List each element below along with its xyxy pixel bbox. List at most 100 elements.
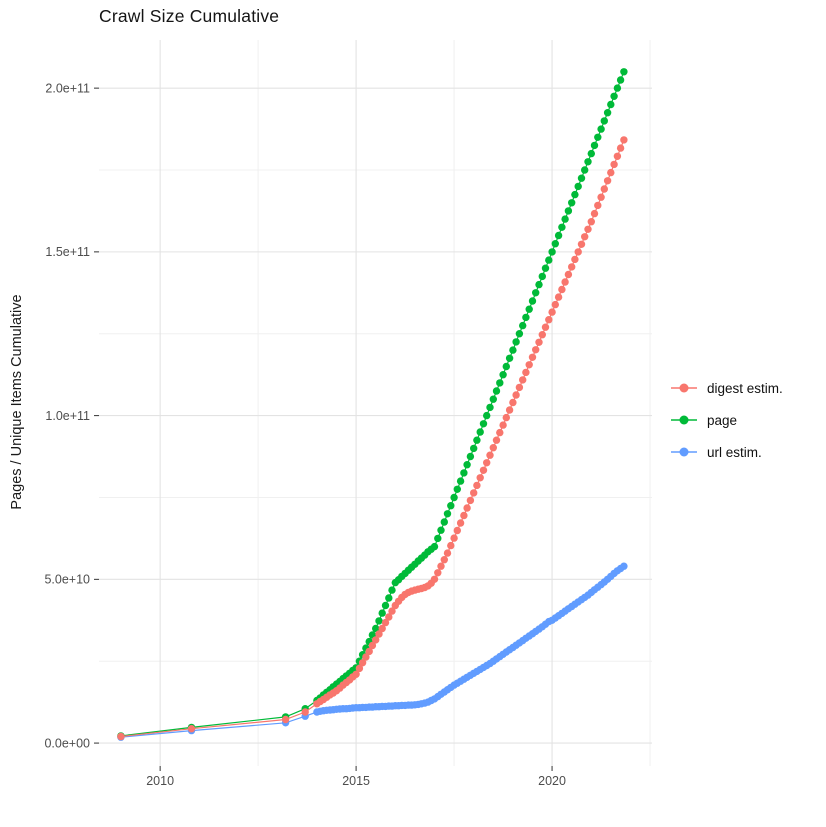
data-point	[532, 346, 540, 354]
data-point	[385, 613, 393, 621]
data-point	[450, 493, 458, 502]
data-point	[541, 323, 550, 331]
legend-item-label: digest estim.	[707, 380, 783, 396]
data-point	[453, 485, 461, 493]
x-tick-label: 2010	[146, 774, 174, 788]
data-point	[505, 354, 514, 362]
data-point	[587, 218, 595, 226]
data-point	[463, 504, 471, 512]
data-point	[551, 240, 559, 248]
data-point	[372, 624, 380, 633]
data-point	[571, 190, 579, 199]
data-point	[594, 133, 602, 141]
legend-item: url estim.	[671, 440, 783, 464]
chart-title: Crawl Size Cumulative	[99, 6, 280, 26]
data-point	[476, 428, 484, 436]
data-point	[460, 469, 468, 477]
data-point	[584, 158, 592, 166]
data-point	[607, 100, 615, 109]
data-point	[558, 223, 566, 231]
data-point	[554, 293, 563, 301]
data-point	[486, 451, 494, 459]
data-point	[301, 708, 309, 716]
data-point	[430, 575, 439, 583]
data-point	[512, 391, 520, 399]
y-axis-title: Pages / Unique Items Cumulative	[9, 294, 25, 510]
data-point	[466, 496, 475, 505]
data-point	[574, 248, 582, 256]
panel-background	[99, 40, 652, 766]
data-point	[590, 209, 599, 218]
data-point	[620, 68, 628, 76]
data-point	[466, 452, 475, 461]
data-point	[460, 511, 468, 520]
data-point	[381, 601, 390, 610]
data-point	[385, 594, 393, 602]
data-point	[362, 653, 370, 661]
data-point	[372, 636, 380, 644]
legend: digest estim. page url estim.	[671, 376, 783, 472]
data-point	[610, 92, 618, 101]
legend-key-icon	[671, 444, 697, 460]
data-point	[551, 300, 559, 309]
data-point	[532, 289, 540, 297]
data-point	[594, 201, 602, 210]
data-point	[447, 502, 455, 510]
data-point	[584, 225, 592, 233]
data-point	[577, 174, 586, 182]
data-point	[519, 321, 527, 330]
data-point	[515, 383, 524, 392]
legend-item: digest estim.	[671, 376, 783, 400]
legend-key-dot	[679, 447, 689, 457]
data-point	[528, 353, 537, 361]
data-point	[607, 168, 615, 177]
data-point	[470, 489, 478, 497]
data-point	[375, 617, 383, 625]
data-point	[496, 428, 504, 437]
data-point	[610, 160, 618, 169]
data-point	[522, 313, 530, 322]
data-point	[613, 84, 622, 92]
data-point	[440, 518, 448, 526]
data-point	[620, 136, 628, 144]
data-point	[528, 297, 537, 305]
y-tick-label: 0.0e+00	[44, 736, 90, 750]
y-tick-label: 1.0e+11	[45, 409, 90, 423]
data-point	[437, 562, 445, 570]
data-point	[564, 270, 573, 279]
legend-key-dot	[679, 415, 689, 425]
data-point	[437, 526, 445, 534]
y-tick-label: 2.0e+11	[45, 81, 90, 95]
data-point	[352, 670, 360, 678]
data-point	[541, 264, 550, 272]
data-point	[470, 444, 478, 453]
data-point	[525, 305, 533, 313]
data-point	[509, 346, 517, 354]
data-point	[561, 215, 569, 223]
data-point	[443, 510, 452, 518]
data-point	[522, 368, 530, 377]
data-point	[489, 444, 497, 452]
data-point	[365, 647, 373, 656]
data-point	[450, 534, 458, 542]
data-point	[512, 338, 520, 346]
data-point	[525, 361, 533, 369]
data-point	[568, 263, 576, 271]
series-url-estim-	[117, 562, 628, 741]
data-point	[616, 144, 625, 152]
data-point	[581, 166, 589, 174]
data-point	[564, 207, 573, 215]
data-point	[388, 607, 396, 615]
data-point	[430, 542, 439, 551]
data-point	[613, 152, 622, 160]
data-point	[538, 331, 546, 339]
data-point	[590, 141, 599, 150]
data-point	[281, 715, 290, 724]
data-point	[476, 474, 484, 482]
data-point	[489, 395, 497, 403]
data-point	[496, 379, 504, 387]
data-point	[355, 664, 364, 673]
data-point	[443, 549, 452, 557]
data-point	[499, 371, 507, 379]
